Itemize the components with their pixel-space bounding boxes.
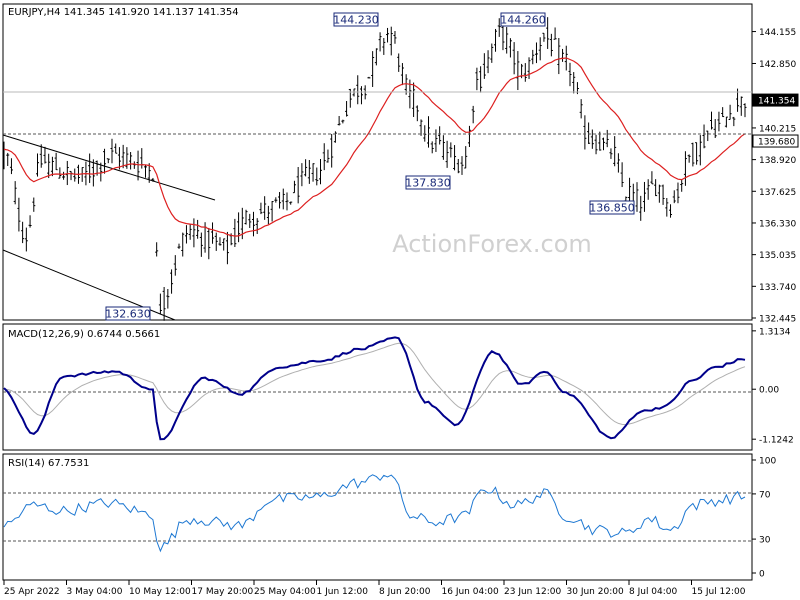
x-axis-label: 10 May 12:00 <box>129 587 191 597</box>
price-axis-label: 137.625 <box>759 188 796 198</box>
price-callout-label: 132.630 <box>105 308 151 321</box>
price-axis-label: 135.035 <box>759 251 796 261</box>
moving-average-line <box>3 57 746 237</box>
x-axis-label: 3 May 04:00 <box>67 587 123 597</box>
x-axis-label: 25 May 04:00 <box>254 587 316 597</box>
rsi-axis-label: 30 <box>759 536 771 546</box>
price-axis-label: 133.740 <box>759 283 796 293</box>
x-axis-label: 8 Jun 20:00 <box>379 587 431 597</box>
rsi-axis-label: 100 <box>759 457 776 467</box>
x-axis-label: 1 Jun 12:00 <box>317 587 369 597</box>
price-axis-marker <box>752 93 799 107</box>
rsi-title: RSI(14) 67.7531 <box>8 458 89 469</box>
price-axis-label: 138.920 <box>759 156 796 166</box>
macd-line <box>3 336 746 441</box>
price-axis-label: 141.354 <box>758 97 795 107</box>
price-watermark: ActionForex.com <box>392 230 592 258</box>
channel-upper-line <box>2 134 216 201</box>
rsi-axis-label: 70 <box>759 490 771 500</box>
price-axis-label: 144.155 <box>759 28 796 38</box>
price-axis-label: 132.445 <box>759 315 796 325</box>
price-axis-label: 140.215 <box>759 124 796 134</box>
price-callout-box <box>405 175 451 190</box>
macd-axis-label: -1.1242 <box>759 436 794 446</box>
rsi-line <box>3 474 746 553</box>
rsi-plot-border <box>2 453 753 581</box>
macd-axis-label: 1.3134 <box>759 327 791 337</box>
price-callout-box <box>500 12 546 27</box>
macd-axis-label: 0.00 <box>759 386 779 396</box>
price-axis-label: 139.680 <box>758 138 795 148</box>
macd-title: MACD(12,26,9) 0.6744 0.5661 <box>8 329 160 340</box>
price-callout-label: 144.260 <box>500 14 546 27</box>
price-plot-border <box>2 3 753 321</box>
price-callout-label: 137.830 <box>405 177 451 190</box>
price-axis-marker <box>752 134 799 148</box>
rsi-axis-label: 0 <box>759 570 765 580</box>
price-callout-box <box>589 200 635 215</box>
rsi-panel: RSI(14) 67.7531 100 70 30 0 <box>2 453 776 581</box>
x-axis-label: 23 Jun 12:00 <box>504 587 561 597</box>
price-axis-label: 136.330 <box>759 219 796 229</box>
macd-plot-border <box>2 323 753 451</box>
price-callout-box <box>105 306 151 321</box>
price-axis-label: 142.850 <box>759 60 796 70</box>
x-axis-label: 17 May 20:00 <box>192 587 254 597</box>
price-callout-box <box>333 12 379 27</box>
x-axis-label: 15 Jul 12:00 <box>692 587 746 597</box>
price-callout-label: 136.850 <box>589 202 635 215</box>
macd-panel: MACD(12,26,9) 0.6744 0.5661 1.3134 0.00 -1… <box>2 323 794 451</box>
price-title: EURJPY,H4 141.345 141.920 141.137 141.35… <box>8 7 239 18</box>
x-axis: 25 Apr 2022 3 May 04:00 10 May 12:00 17 May… <box>3 580 746 597</box>
x-axis-label: 30 Jun 20:00 <box>567 587 624 597</box>
x-axis-label: 8 Jul 04:00 <box>629 587 678 597</box>
price-callout-label: 144.230 <box>333 14 379 27</box>
x-axis-label: 16 Jun 04:00 <box>442 587 499 597</box>
x-axis-label: 25 Apr 2022 <box>4 587 60 597</box>
price-panel: ActionForex.com EURJPY,H4 141.345 141.92… <box>2 3 799 325</box>
